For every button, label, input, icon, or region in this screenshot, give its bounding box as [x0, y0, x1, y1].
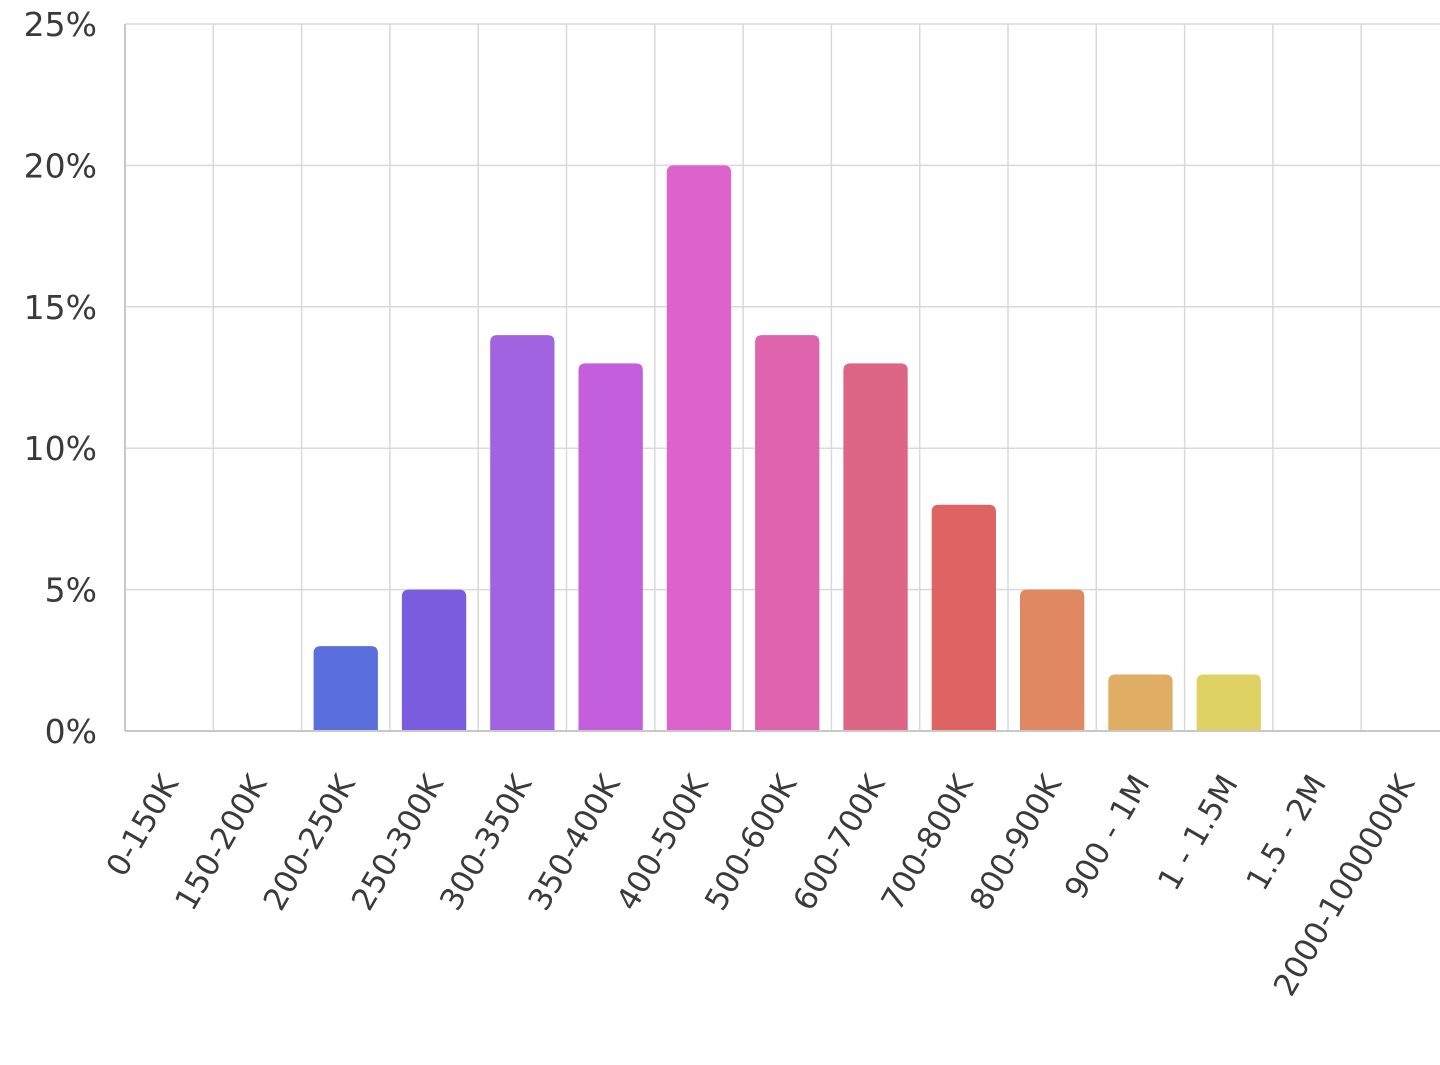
bar-300-350k — [490, 335, 555, 731]
bar-350-400k — [578, 363, 643, 731]
bar-600-700k — [843, 363, 908, 731]
y-tick-label: 15% — [24, 288, 97, 327]
axes — [124, 24, 1440, 732]
y-tick-label: 10% — [24, 429, 97, 468]
y-tick-label: 0% — [45, 712, 97, 751]
x-tick-label: 0-150K — [100, 768, 187, 882]
y-tick-label: 25% — [24, 5, 97, 44]
x-tick-label: 1 - 1.5M — [1151, 769, 1246, 897]
x-tick-label: 900 - 1M — [1058, 769, 1157, 905]
bar-200-250k — [313, 646, 378, 731]
y-axis-tick-labels: 0% 5% 10% 15% 20% 25% — [24, 5, 97, 751]
bar-1-1-5m — [1196, 674, 1261, 731]
x-axis-tick-labels: 0-150K150-200K200-250K250-300K300-350K35… — [100, 768, 1423, 1002]
bar-400-500k — [666, 165, 732, 731]
y-tick-label: 5% — [45, 571, 97, 610]
bar-250-300k — [401, 589, 467, 731]
x-tick-label: 1.5 - 2M — [1239, 769, 1334, 897]
x-tick-label: 800-900K — [963, 768, 1069, 916]
y-tick-label: 20% — [24, 146, 97, 185]
bar-900-1m — [1108, 674, 1173, 731]
bars — [313, 165, 1261, 731]
bar-800-900k — [1020, 589, 1085, 731]
bar-700-800k — [931, 504, 996, 731]
bar-500-600k — [755, 335, 820, 731]
